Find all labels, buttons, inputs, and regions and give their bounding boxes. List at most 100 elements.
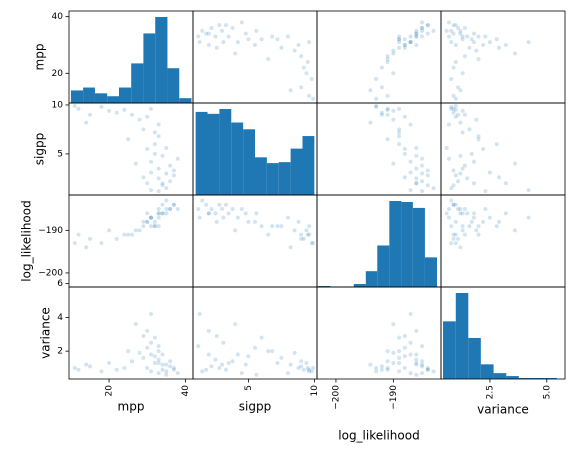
scatter-point xyxy=(206,211,211,216)
scatter-point xyxy=(453,173,458,178)
scatter-point xyxy=(305,366,310,371)
scatter-point xyxy=(449,224,454,229)
scatter-point xyxy=(451,110,456,115)
scatter-point xyxy=(408,122,413,127)
y-axis-label: log_likelihood xyxy=(19,200,33,281)
hist-bar xyxy=(70,90,84,103)
hist-bar xyxy=(518,378,532,379)
scatter-point xyxy=(414,357,419,362)
scatter-point xyxy=(299,364,304,369)
scatter-point xyxy=(449,28,454,33)
scatter-point xyxy=(239,207,244,212)
scatter-point xyxy=(425,31,430,36)
scatter-point xyxy=(481,219,486,224)
scatter-point xyxy=(243,211,248,216)
scatter-point xyxy=(379,364,384,369)
scatter-point xyxy=(483,207,488,212)
scatter-point xyxy=(171,168,176,173)
scatter-point xyxy=(171,202,176,207)
scatter-point xyxy=(76,367,81,372)
scatter-point xyxy=(206,42,211,47)
panel-frame xyxy=(316,10,442,104)
scatter-point xyxy=(385,349,390,354)
scatter-point xyxy=(160,362,165,367)
scatter-point xyxy=(368,362,373,367)
scatter-point xyxy=(214,333,219,338)
scatter-point xyxy=(420,20,425,25)
scatter-point xyxy=(226,360,231,365)
scatter-point xyxy=(288,362,293,367)
hist-bar xyxy=(506,376,519,379)
scatter-point xyxy=(311,241,316,246)
scatter-point xyxy=(374,104,379,109)
scatter-point xyxy=(471,40,476,45)
scatter-point xyxy=(292,228,297,233)
y-tick-label: 6 xyxy=(57,279,63,289)
scatter-point xyxy=(133,228,138,233)
scatter-point xyxy=(446,20,451,25)
hist-bar xyxy=(231,122,244,195)
scatter-point xyxy=(200,28,205,33)
scatter-point xyxy=(145,345,150,350)
scatter-point xyxy=(453,107,458,112)
scatter-point xyxy=(487,170,492,175)
scatter-point xyxy=(414,166,419,171)
scatter-point xyxy=(471,215,476,220)
scatter-point xyxy=(149,215,154,220)
scatter-point xyxy=(223,23,228,28)
scatter-point xyxy=(451,183,456,188)
scatter-point xyxy=(414,352,419,357)
scatter-point xyxy=(87,112,92,117)
hist-bar xyxy=(155,17,168,103)
scatter-point xyxy=(156,134,161,139)
scatter-point xyxy=(458,245,463,250)
scatter-point xyxy=(296,42,301,47)
scatter-point xyxy=(402,45,407,50)
scatter-point xyxy=(425,366,430,371)
x-tick-label: 20 xyxy=(105,385,115,397)
scatter-point xyxy=(391,51,396,56)
scatter-point xyxy=(397,37,402,42)
scatter-point xyxy=(152,142,157,147)
scatter-point xyxy=(420,28,425,33)
hist-bar xyxy=(255,157,267,195)
scatter-point xyxy=(453,42,458,47)
scatter-point xyxy=(446,122,451,127)
scatter-point xyxy=(226,211,231,216)
scatter-point xyxy=(402,175,407,180)
scatter-point xyxy=(397,45,402,50)
scatter-point xyxy=(149,188,154,193)
scatter-point xyxy=(467,224,472,229)
scatter-point xyxy=(160,181,165,186)
hist-bar xyxy=(107,96,119,103)
scatter-point xyxy=(451,65,456,70)
scatter-point xyxy=(259,224,264,229)
scatter-point xyxy=(126,137,131,142)
scatter-point xyxy=(385,106,390,111)
scatter-point xyxy=(304,228,309,233)
scatter-point xyxy=(206,211,211,216)
scatter-point xyxy=(164,186,169,191)
scatter-point xyxy=(460,166,465,171)
scatter-point xyxy=(460,130,465,135)
scatter-point xyxy=(526,188,531,193)
scatter-point xyxy=(305,59,310,64)
scatter-point xyxy=(425,23,430,28)
panel-frame xyxy=(68,102,194,196)
scatter-point xyxy=(307,224,312,229)
scatter-point xyxy=(164,171,169,176)
scatter-point xyxy=(460,34,465,39)
scatter-point xyxy=(512,161,517,166)
scatter-point xyxy=(425,23,430,28)
scatter-point xyxy=(307,40,312,45)
scatter-point xyxy=(152,335,157,340)
scatter-point xyxy=(460,211,465,216)
scatter-point xyxy=(209,207,214,212)
scatter-point xyxy=(408,352,413,357)
scatter-point xyxy=(408,340,413,345)
x-axis-label: mpp xyxy=(118,399,145,413)
scatter-point xyxy=(72,366,77,371)
scatter-point xyxy=(72,241,77,246)
scatter-point xyxy=(414,31,419,36)
scatter-point xyxy=(213,357,218,362)
